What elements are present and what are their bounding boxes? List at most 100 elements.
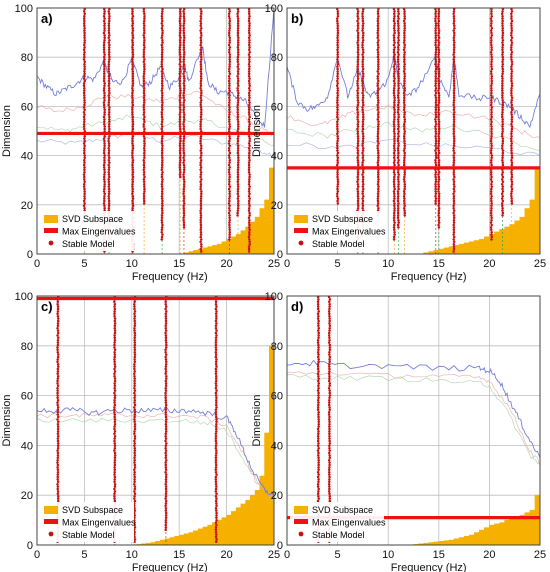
stable-point	[356, 101, 360, 104]
singular-value-curve	[286, 50, 541, 129]
stable-point	[199, 122, 202, 126]
stable-point	[402, 108, 406, 112]
stable-point	[402, 48, 406, 52]
stable-point	[236, 182, 240, 186]
stable-point	[133, 336, 136, 340]
stable-point	[328, 497, 331, 500]
stable-point	[131, 115, 135, 119]
stable-point	[452, 209, 456, 212]
stable-point	[56, 430, 60, 433]
stable-point	[361, 77, 365, 80]
stable-point	[56, 312, 59, 316]
stable-point	[133, 439, 136, 443]
stable-point	[490, 82, 494, 85]
stable-point	[452, 194, 456, 198]
stable-point	[107, 96, 111, 100]
stable-point	[56, 314, 60, 318]
stable-point	[164, 324, 167, 328]
stable-point	[393, 139, 396, 143]
stable-point	[182, 46, 186, 49]
stable-point	[328, 430, 331, 433]
stable-point	[56, 348, 59, 352]
stable-point	[490, 22, 493, 25]
stable-point	[178, 127, 182, 131]
stable-point	[103, 204, 106, 208]
stable-point	[434, 180, 438, 184]
stable-point	[236, 48, 240, 52]
stable-point	[113, 442, 117, 445]
stable-point	[133, 353, 137, 356]
stable-point	[452, 221, 456, 224]
stable-point	[403, 211, 407, 215]
stable-point	[178, 86, 182, 90]
stable-point	[182, 24, 185, 28]
legend-entry: Max Eingenvalues	[62, 518, 136, 528]
stable-point	[227, 103, 231, 107]
stable-point	[434, 122, 438, 126]
stable-point	[437, 12, 441, 16]
stable-point	[434, 115, 438, 119]
stable-point	[489, 17, 493, 20]
stable-point	[236, 10, 240, 13]
stable-point	[133, 480, 136, 484]
stable-point	[178, 84, 182, 88]
stable-point	[490, 209, 493, 212]
stable-point	[356, 142, 360, 145]
stable-point	[327, 300, 331, 304]
stable-point	[437, 218, 441, 222]
stable-point	[336, 65, 339, 68]
stable-point	[143, 144, 146, 148]
plot-frame	[36, 7, 275, 255]
stable-point	[510, 46, 513, 49]
stable-point	[335, 17, 339, 20]
stable-point	[227, 34, 231, 37]
stable-point	[199, 206, 203, 210]
stable-point	[510, 82, 514, 85]
stable-point	[103, 58, 106, 61]
stable-point	[361, 199, 365, 203]
stable-point	[403, 96, 406, 100]
stable-point	[376, 50, 380, 54]
x-tick-label: 5	[81, 258, 87, 270]
stable-point	[113, 463, 117, 467]
stable-point	[501, 31, 505, 35]
stable-point	[236, 17, 240, 20]
stable-point	[164, 355, 167, 359]
stable-point	[199, 38, 203, 42]
x-tick-label: 15	[433, 258, 445, 270]
stable-point	[179, 10, 182, 13]
stable-point	[182, 185, 186, 188]
stable-point	[396, 19, 400, 23]
stable-point	[393, 221, 396, 224]
stable-point	[510, 202, 514, 205]
stable-point	[236, 118, 240, 121]
stable-point	[361, 65, 364, 68]
stable-point	[131, 161, 134, 164]
stable-point	[510, 185, 513, 188]
stable-point	[102, 31, 106, 35]
stable-point	[248, 65, 251, 68]
stable-point	[107, 199, 111, 203]
stable-point	[164, 386, 167, 390]
stable-point	[377, 110, 380, 114]
stable-point	[336, 79, 339, 83]
stable-point	[131, 12, 134, 16]
stable-point	[236, 70, 240, 73]
stable-point	[228, 70, 231, 73]
stable-point	[510, 55, 513, 59]
stable-point	[396, 156, 400, 160]
stable-point	[376, 29, 380, 32]
stable-point	[143, 149, 146, 152]
stable-point	[113, 382, 116, 385]
x-axis-label: Frequency (Hz)	[132, 562, 208, 572]
stable-point	[83, 98, 86, 102]
stable-point	[227, 31, 231, 35]
stable-point	[199, 156, 202, 160]
stable-point	[178, 22, 182, 25]
stable-point	[356, 84, 359, 88]
stable-point	[215, 502, 218, 505]
stable-mode-column	[452, 7, 456, 254]
stable-point	[452, 50, 456, 54]
stable-point	[131, 65, 135, 68]
stable-point	[317, 355, 320, 359]
